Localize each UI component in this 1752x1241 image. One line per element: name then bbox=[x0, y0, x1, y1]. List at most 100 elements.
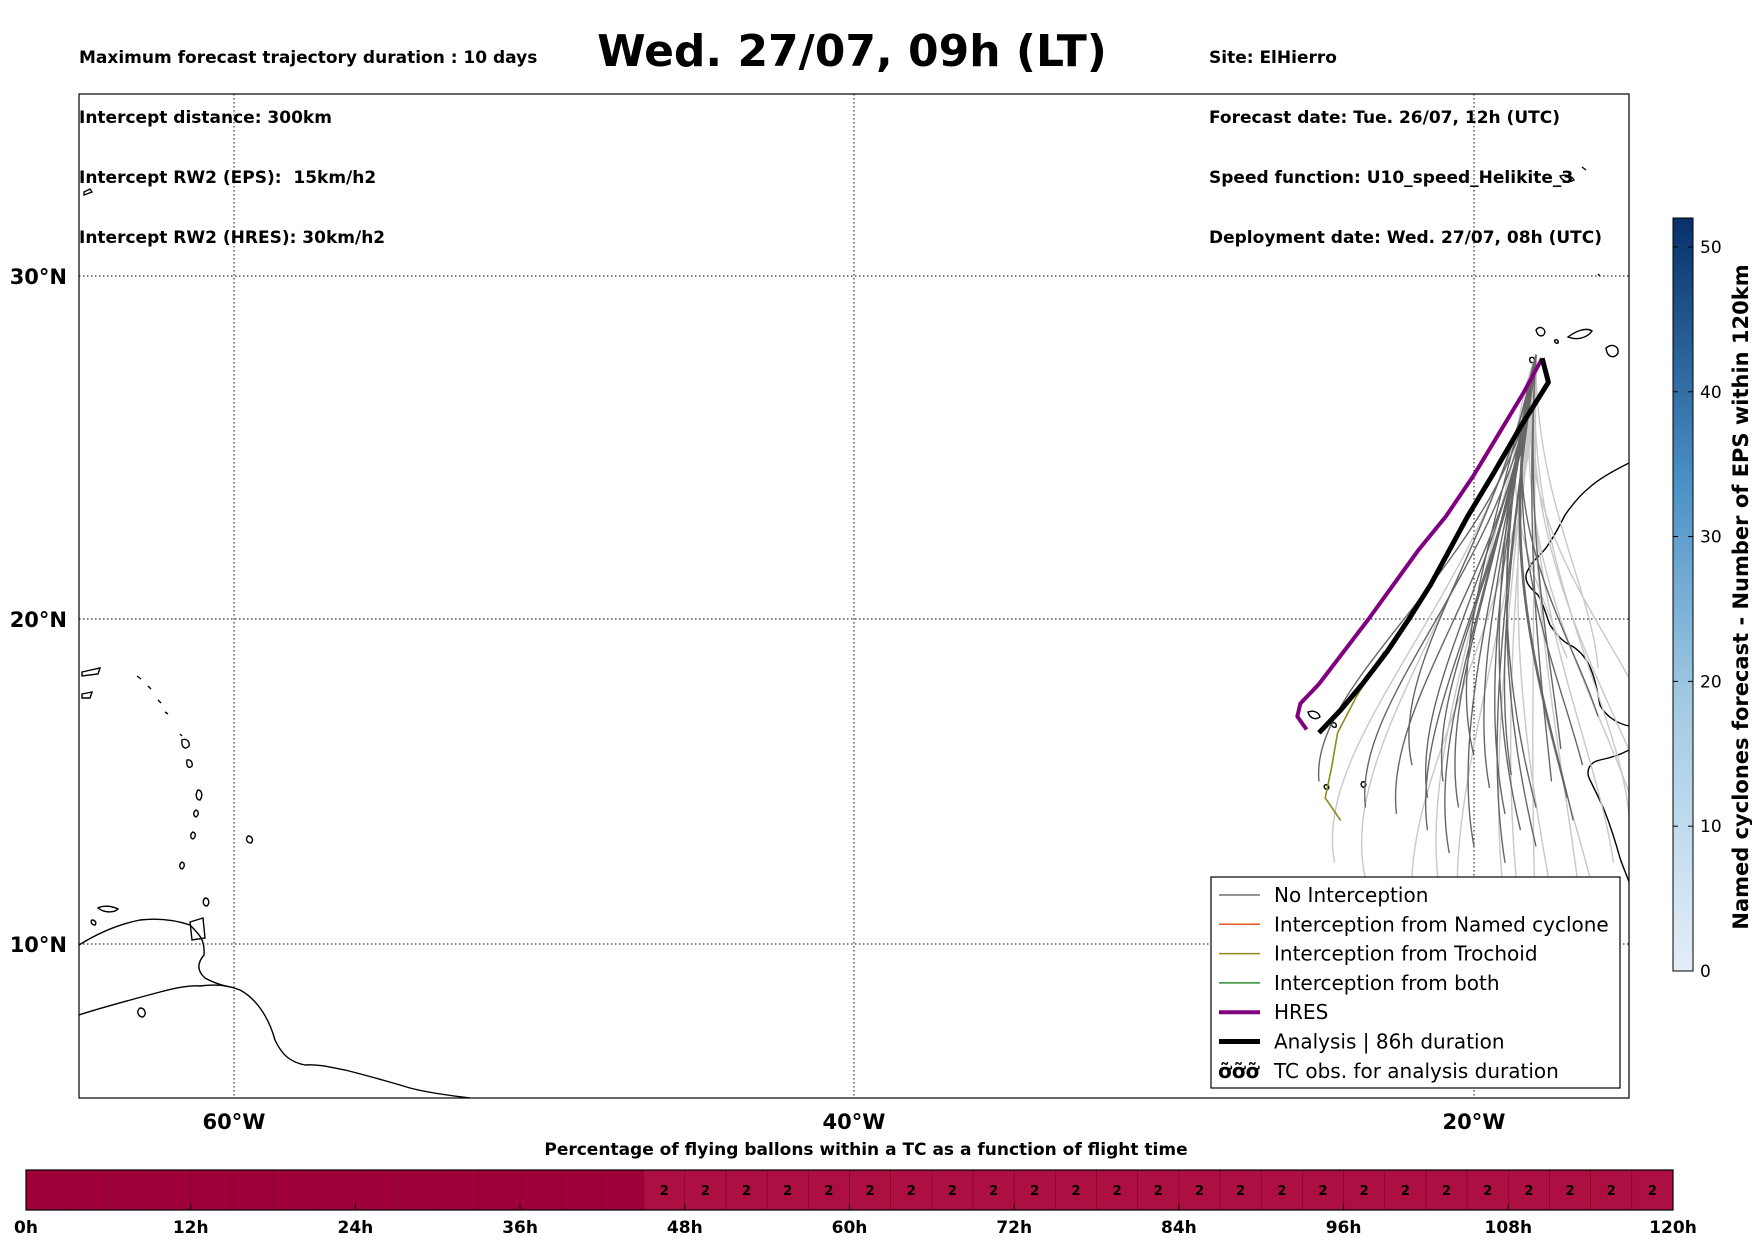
flight-bar-cell bbox=[1466, 1169, 1509, 1211]
map-axis-labels: 30°N 20°N 10°N 60°W 40°W 20°W bbox=[10, 265, 1506, 1134]
flight-bar-cell bbox=[313, 1169, 356, 1211]
lon-tick-label: 40°W bbox=[823, 1110, 886, 1134]
colorbar: Named cyclones forecast - Number of EPS … bbox=[1672, 217, 1752, 982]
eps-track bbox=[1444, 354, 1537, 854]
coast-africa bbox=[1525, 462, 1629, 727]
legend: No Interception Interception from Named c… bbox=[1210, 876, 1621, 1089]
hres-track bbox=[1295, 357, 1544, 731]
coast-africa-south bbox=[1587, 749, 1629, 883]
coast-canaries bbox=[1529, 326, 1619, 364]
eps-track-far bbox=[1528, 354, 1629, 680]
legend-box bbox=[1210, 876, 1621, 1089]
flight-bar-cell-value: 2 bbox=[1113, 1184, 1122, 1199]
flight-bar-cell bbox=[560, 1169, 603, 1211]
flight-bar-cell bbox=[25, 1169, 68, 1211]
flight-bar-cell-value: 2 bbox=[907, 1184, 916, 1199]
flight-bar-cell bbox=[1013, 1169, 1056, 1211]
eps-track-far bbox=[1360, 354, 1537, 880]
flight-bar-cells: 2 2 2 2 2 2 2 2 2 2 2 2 2 2 2 2 2 2 2 2 2 2 2 2 2 bbox=[25, 1169, 1674, 1211]
flight-bar-cell-value: 2 bbox=[1483, 1184, 1492, 1199]
colorbar-tick-label: 20 bbox=[1700, 672, 1722, 692]
flight-bar-cell bbox=[437, 1169, 480, 1211]
eps-track-far bbox=[1514, 354, 1568, 659]
colorbar-tick-label: 30 bbox=[1700, 528, 1722, 548]
map-frame bbox=[78, 93, 1630, 1099]
colorbar-gradient bbox=[1672, 217, 1694, 972]
lon-tick-label: 60°W bbox=[203, 1110, 266, 1134]
flight-bar-cell bbox=[1302, 1169, 1344, 1211]
coast-trinidad bbox=[189, 917, 206, 941]
flight-bar-cell bbox=[355, 1169, 397, 1211]
colorbar-tick-label: 10 bbox=[1700, 817, 1722, 837]
info-line: Site: ElHierro bbox=[1209, 48, 1337, 68]
flight-bar-cell-value: 2 bbox=[1277, 1184, 1286, 1199]
flight-bar-cell-value: 2 bbox=[701, 1184, 710, 1199]
lat-tick-label: 20°N bbox=[10, 608, 67, 632]
flight-bar-cell-value: 2 bbox=[1030, 1184, 1039, 1199]
eps-track-far bbox=[1532, 354, 1584, 928]
eps-track-far bbox=[1528, 354, 1629, 795]
flight-bar-tick-label: 24h bbox=[338, 1218, 374, 1238]
lon-tick-label: 20°W bbox=[1443, 1110, 1506, 1134]
flight-bar-cell bbox=[272, 1169, 315, 1211]
flight-bar-cell bbox=[66, 1169, 109, 1211]
coast-islands-antilles bbox=[179, 738, 254, 907]
flight-bar-title: Percentage of flying ballons within a TC… bbox=[544, 1140, 1187, 1160]
flight-bar-cell bbox=[602, 1169, 644, 1211]
flight-bar-cell bbox=[190, 1169, 233, 1211]
eps-track-far bbox=[1331, 354, 1537, 863]
info-line: Speed function: U10_speed_Helikite_3 bbox=[1209, 168, 1574, 188]
colorbar-tick-label: 50 bbox=[1700, 238, 1722, 258]
eps-track-far bbox=[1435, 354, 1537, 912]
flight-bar-cell bbox=[684, 1169, 727, 1211]
legend-entry-label: HRES bbox=[1274, 1000, 1328, 1024]
legend-entry-label: TC obs. for analysis duration bbox=[1273, 1059, 1559, 1083]
flight-bar-cell-value: 2 bbox=[1401, 1184, 1410, 1199]
flight-bar-tick-label: 84h bbox=[1161, 1218, 1197, 1238]
colorbar-label: Named cyclones forecast - Number of EPS … bbox=[1729, 264, 1752, 929]
flight-bar-cell bbox=[890, 1169, 933, 1211]
flight-bar-cell bbox=[108, 1169, 150, 1211]
legend-entry-label: Interception from both bbox=[1274, 971, 1500, 995]
flight-bar-cell-value: 2 bbox=[1566, 1184, 1575, 1199]
colorbar-tick-label: 0 bbox=[1700, 962, 1711, 982]
flight-bar-cell-value: 2 bbox=[866, 1184, 875, 1199]
coast-venezuela bbox=[79, 918, 231, 988]
info-line: Intercept RW2 (EPS): 15km/h2 bbox=[79, 168, 377, 188]
legend-symbol-tc-obs: ỡỡỡ bbox=[1218, 1059, 1260, 1083]
info-line: Maximum forecast trajectory duration : 1… bbox=[79, 48, 538, 68]
flight-bar-cell-value: 2 bbox=[1607, 1184, 1616, 1199]
lat-tick-label: 30°N bbox=[10, 265, 67, 289]
info-line: Intercept distance: 300km bbox=[79, 108, 332, 128]
flight-bar-cell bbox=[1178, 1169, 1221, 1211]
eps-track bbox=[1394, 354, 1537, 815]
eps-track-far bbox=[1532, 354, 1629, 752]
map: 30°N 20°N 10°N 60°W 40°W 20°W bbox=[10, 93, 1630, 1134]
flight-bar-cell-value: 2 bbox=[1071, 1184, 1080, 1199]
flight-bar-cell-value: 2 bbox=[948, 1184, 957, 1199]
flight-bar-tick-label: 0h bbox=[14, 1218, 38, 1238]
flight-bar-tick-label: 36h bbox=[502, 1218, 538, 1238]
info-line: Deployment date: Wed. 27/07, 08h (UTC) bbox=[1209, 228, 1603, 248]
flight-bar-cell-value: 2 bbox=[1360, 1184, 1369, 1199]
flight-bar-cell-value: 2 bbox=[1318, 1184, 1327, 1199]
flight-bar-tick-label: 48h bbox=[667, 1218, 703, 1238]
coast-islands-north bbox=[81, 188, 183, 737]
flight-bar-cell-value: 2 bbox=[742, 1184, 751, 1199]
eps-track bbox=[1519, 354, 1574, 821]
flight-bar-cell bbox=[1631, 1169, 1674, 1211]
flight-bar-tick-label: 96h bbox=[1326, 1218, 1362, 1238]
flight-bar-cell-value: 2 bbox=[989, 1184, 998, 1199]
eps-track bbox=[1506, 354, 1537, 808]
trajectories bbox=[1295, 354, 1629, 928]
flight-bar-cell-value: 2 bbox=[783, 1184, 792, 1199]
info-line: Intercept RW2 (HRES): 30km/h2 bbox=[79, 228, 386, 248]
flight-bar-cell bbox=[1137, 1169, 1180, 1211]
colorbar-tick-label: 40 bbox=[1700, 383, 1722, 403]
header-info-right: Site: ElHierro Forecast date: Tue. 26/07… bbox=[1209, 8, 1602, 268]
flight-bar-cell bbox=[725, 1169, 768, 1211]
legend-entry-label: Interception from Trochoid bbox=[1274, 942, 1538, 966]
flight-bar-cell-value: 2 bbox=[1236, 1184, 1245, 1199]
flight-bar-cell-value: 2 bbox=[824, 1184, 833, 1199]
